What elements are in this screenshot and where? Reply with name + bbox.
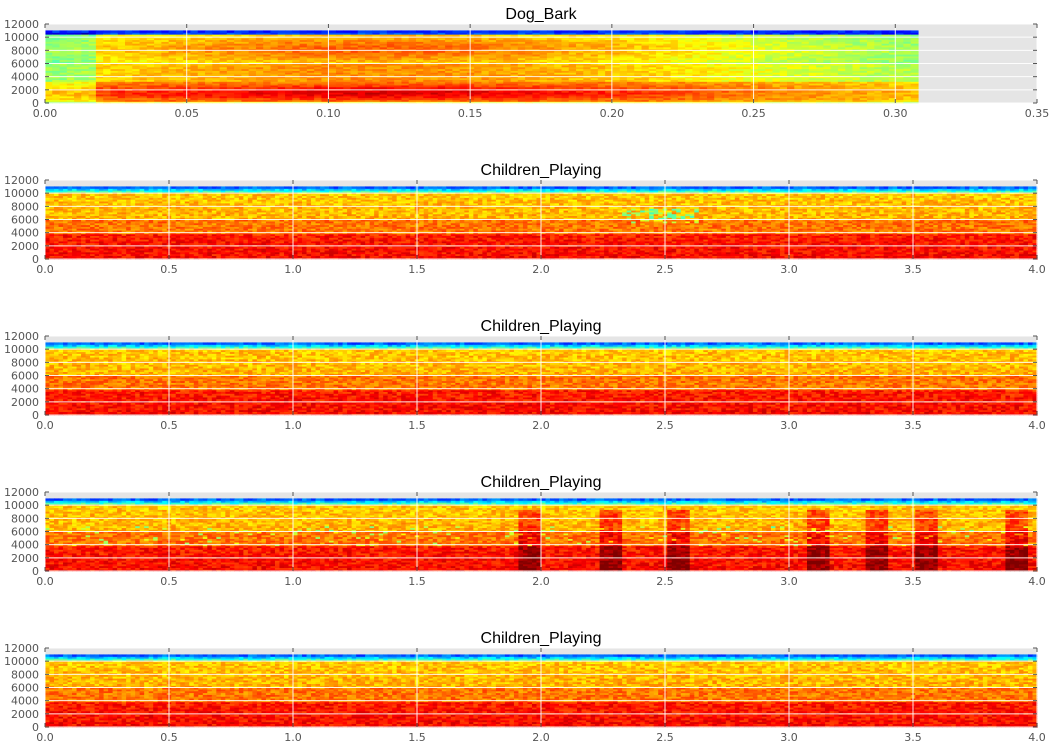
spectrogram-cell [74, 30, 82, 32]
spectrogram-cell [409, 30, 417, 32]
spectrogram-cell [154, 30, 162, 32]
spectrogram-cell [678, 30, 686, 32]
spectrogram-cell [562, 30, 570, 32]
spectrogram-cell [591, 30, 599, 32]
spectrogram-cell [241, 30, 249, 32]
spectrogram-cell [598, 30, 606, 32]
spectrogram-cell [118, 30, 126, 32]
spectrogram-cell [161, 30, 169, 32]
spectrogram-cell [343, 30, 351, 32]
spectrogram-cell [96, 30, 104, 32]
spectrogram-cell [394, 30, 402, 32]
spectrogram-cell [627, 30, 635, 32]
spectrogram-cell [45, 30, 53, 32]
spectrogram-cell [380, 30, 388, 32]
spectrogram-cell [176, 30, 184, 32]
spectrogram-cell [569, 30, 577, 32]
spectrogram-cell [169, 30, 177, 32]
spectrogram-cell [634, 30, 642, 32]
spectrogram-cell [649, 30, 657, 32]
spectrogram-cell [467, 30, 475, 32]
spectrogram-cell [540, 30, 548, 32]
spectrogram-cell [271, 30, 279, 32]
spectrogram-cell [110, 30, 118, 32]
spectrogram-cell [60, 30, 68, 32]
spectrogram-cell [278, 30, 286, 32]
spectrogram-cell [671, 30, 679, 32]
spectrogram-cell [190, 30, 198, 32]
spectrogram-cell [474, 30, 482, 32]
spectrogram-cell [583, 30, 591, 32]
spectrogram-cell [351, 30, 359, 32]
spectrogram-cell [685, 30, 693, 32]
spectrogram-cell [401, 30, 409, 32]
spectrogram-cell [642, 30, 650, 32]
spectrogram-cell [714, 30, 722, 32]
spectrogram-cell [103, 30, 111, 32]
spectrogram-cell [511, 30, 519, 32]
spectrogram-cell [547, 30, 555, 32]
spectrogram-cell [481, 30, 489, 32]
spectrogram-cell [147, 30, 155, 32]
spectrogram-cell [198, 30, 206, 32]
spectrogram-cell [234, 30, 242, 32]
spectrogram-cell [525, 30, 533, 32]
spectrogram-cell [212, 30, 220, 32]
spectrogram-cell [518, 30, 526, 32]
spectrogram-cell [489, 30, 497, 32]
spectrogram-cell [431, 30, 439, 32]
spectrogram-cell [140, 30, 148, 32]
spectrogram-cell [656, 30, 664, 32]
spectrogram-cell [554, 30, 562, 32]
spectrogram-cell [205, 30, 213, 32]
spectrogram-cell [460, 30, 468, 32]
spectrogram-image [45, 30, 919, 103]
spectrogram-cell [700, 30, 708, 32]
spectrogram-cell [729, 30, 737, 32]
spectrogram-cell [452, 30, 460, 32]
spectrogram-cell [67, 30, 75, 32]
spectrogram-cell [249, 30, 257, 32]
spectrogram-cell [307, 30, 315, 32]
spectrogram-cell [387, 30, 395, 32]
spectrogram-cell [620, 30, 628, 32]
spectrogram-cell [445, 30, 453, 32]
spectrogram-cell [692, 30, 700, 32]
spectrogram-cell [438, 30, 446, 32]
spectrogram-cell [336, 30, 344, 32]
spectrogram-cell [372, 30, 380, 32]
spectrogram-cell [576, 30, 584, 32]
spectrogram-cell [503, 30, 511, 32]
spectrogram-cell [220, 30, 228, 32]
spectrogram-cell [81, 30, 89, 32]
spectrogram-cell [365, 30, 373, 32]
spectrogram-cell [256, 30, 264, 32]
spectrogram-cell [358, 30, 366, 32]
spectrogram-cell [532, 30, 540, 32]
spectrogram-cell [663, 30, 671, 32]
spectrogram-cell [227, 30, 235, 32]
spectrogram-cell [285, 30, 293, 32]
spectrogram-cell [612, 30, 620, 32]
spectrogram-cell [300, 30, 308, 32]
spectrogram-cell [416, 30, 424, 32]
spectrogram-cell [89, 30, 97, 32]
spectrogram-cell [329, 30, 337, 32]
spectrogram-cell [52, 30, 60, 32]
spectrogram-cell [132, 30, 140, 32]
spectrogram-cell [314, 30, 322, 32]
spectrogram-cell [722, 30, 730, 32]
spectrogram-cell [263, 30, 271, 32]
spectrogram-cell [292, 30, 300, 32]
spectrogram-cell [125, 30, 133, 32]
spectrogram-cell [707, 30, 715, 32]
spectrogram-cell [496, 30, 504, 32]
spectrogram-cell [423, 30, 431, 32]
